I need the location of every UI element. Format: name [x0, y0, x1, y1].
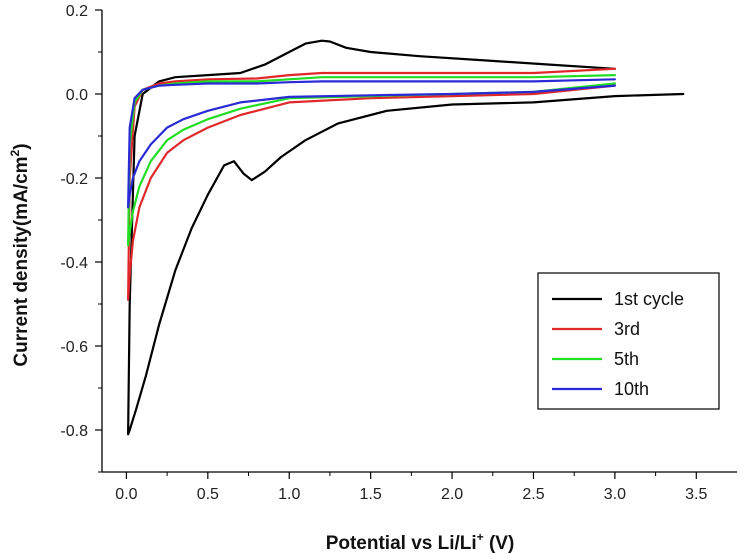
y-tick-label: -0.6 [60, 339, 88, 356]
y-tick-label: -0.8 [60, 423, 88, 440]
x-tick-label: 2.0 [441, 486, 463, 503]
y-tick-label: -0.4 [60, 255, 88, 272]
y-axis-title: Current density(mA/cm2) [8, 143, 32, 366]
x-axis-ticks: 0.0 0.5 1.0 1.5 2.0 2.5 3.0 3.5 [115, 472, 707, 503]
x-tick-label: 1.5 [360, 486, 382, 503]
legend-label: 1st cycle [614, 289, 684, 309]
x-axis-title-suffix: (V) [484, 533, 515, 554]
x-axis-title-text: Potential vs Li/Li [326, 533, 477, 554]
y-axis-ticks: 0.2 0.0 -0.2 -0.4 -0.6 -0.8 [60, 3, 102, 472]
legend-label: 5th [614, 349, 639, 369]
y-tick-label: 0.2 [66, 3, 88, 20]
legend: 1st cycle 3rd 5th 10th [538, 273, 719, 409]
x-tick-label: 0.5 [197, 486, 219, 503]
x-tick-label: 1.0 [278, 486, 300, 503]
series-line-3 [128, 75, 615, 245]
x-tick-label: 0.0 [115, 486, 137, 503]
x-tick-label: 3.5 [685, 486, 707, 503]
y-axis-title-text: Current density(mA/cm [11, 156, 32, 366]
x-axis-title-superscript: + [477, 530, 484, 544]
x-tick-label: 2.5 [522, 486, 544, 503]
y-tick-label: 0.0 [66, 87, 88, 104]
series-line-2 [128, 69, 615, 300]
y-tick-label: -0.2 [60, 171, 88, 188]
x-tick-label: 3.0 [604, 486, 626, 503]
x-axis-title: Potential vs Li/Li+ (V) [326, 530, 515, 554]
legend-label: 10th [614, 379, 649, 399]
y-axis-title-suffix: ) [11, 143, 32, 149]
legend-label: 3rd [614, 319, 640, 339]
